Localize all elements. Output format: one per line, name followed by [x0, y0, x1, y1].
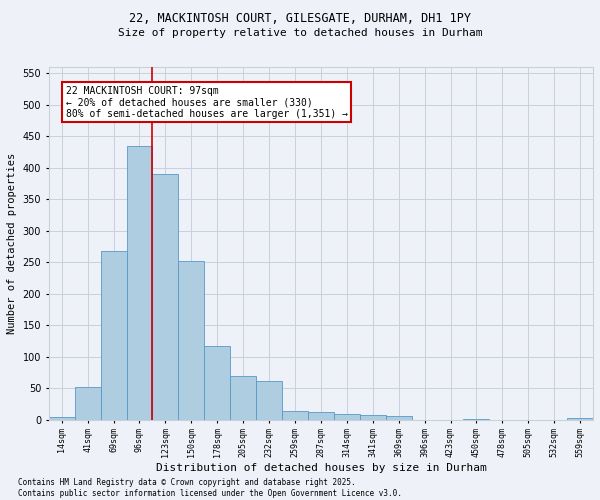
Bar — [204, 346, 230, 420]
Bar — [230, 376, 256, 420]
Bar — [127, 146, 152, 420]
Bar — [308, 412, 334, 420]
X-axis label: Distribution of detached houses by size in Durham: Distribution of detached houses by size … — [155, 463, 486, 473]
Bar — [282, 411, 308, 420]
Bar — [567, 418, 593, 420]
Bar — [256, 381, 282, 420]
Bar — [74, 387, 101, 420]
Bar — [463, 419, 490, 420]
Bar — [101, 251, 127, 420]
Text: Contains HM Land Registry data © Crown copyright and database right 2025.
Contai: Contains HM Land Registry data © Crown c… — [18, 478, 402, 498]
Text: 22 MACKINTOSH COURT: 97sqm
← 20% of detached houses are smaller (330)
80% of sem: 22 MACKINTOSH COURT: 97sqm ← 20% of deta… — [65, 86, 347, 119]
Bar — [152, 174, 178, 420]
Text: 22, MACKINTOSH COURT, GILESGATE, DURHAM, DH1 1PY: 22, MACKINTOSH COURT, GILESGATE, DURHAM,… — [129, 12, 471, 26]
Bar — [386, 416, 412, 420]
Text: Size of property relative to detached houses in Durham: Size of property relative to detached ho… — [118, 28, 482, 38]
Bar — [178, 261, 204, 420]
Y-axis label: Number of detached properties: Number of detached properties — [7, 153, 17, 334]
Bar — [360, 415, 386, 420]
Bar — [49, 418, 74, 420]
Bar — [334, 414, 360, 420]
